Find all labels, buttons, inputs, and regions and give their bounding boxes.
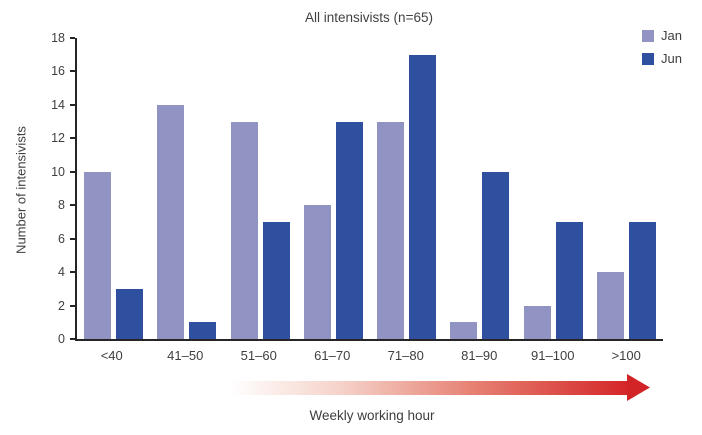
y-axis-label: Number of intensivists <box>13 126 29 254</box>
y-tick-label-8: 8 <box>58 198 65 213</box>
x-tick-label-1: <40 <box>100 348 123 363</box>
y-tick-label-0: 0 <box>58 332 65 346</box>
bar-jun-7 <box>555 221 583 339</box>
x-tick-label-2: 41–50 <box>167 348 204 363</box>
bar-jun-4 <box>335 121 363 339</box>
legend-label: Jan <box>661 28 682 43</box>
bar-jan-6 <box>450 322 478 339</box>
legend-item-jan: Jan <box>642 28 682 43</box>
bar-jan-4 <box>303 205 331 339</box>
bar-group-7 <box>517 38 590 339</box>
bar-group-6 <box>443 38 516 339</box>
bar-jun-1 <box>116 288 144 339</box>
legend-label: Jun <box>661 51 682 66</box>
legend-swatch-icon <box>642 29 655 42</box>
y-tick-2 <box>70 304 75 307</box>
y-tick-label-12: 12 <box>51 131 65 146</box>
x-tick-label-8: >100 <box>611 348 641 363</box>
bar-group-5 <box>370 38 443 339</box>
plot-area: 0 2 4 6 8 10 12 14 16 18 <box>51 31 663 346</box>
x-tick-label-6: 81–90 <box>461 348 498 363</box>
arrow-band <box>230 381 629 395</box>
x-axis-title: Weekly working hour <box>309 408 435 423</box>
y-tick-10 <box>70 170 75 173</box>
y-tick-label-14: 14 <box>51 97 65 112</box>
bar-jan-2 <box>157 104 185 339</box>
gradient-arrow <box>230 374 650 401</box>
x-tick-label-4: 61–70 <box>314 348 351 363</box>
legend-swatch-icon <box>642 52 655 65</box>
legend-item-jun: Jun <box>642 51 682 66</box>
bar-jun-3 <box>262 221 290 339</box>
bar-jan-7 <box>523 305 551 339</box>
arrow-head-icon <box>627 374 650 401</box>
y-tick-12 <box>70 137 75 140</box>
bar-group-4 <box>297 38 370 339</box>
bar-jan-8 <box>596 272 624 339</box>
bar-jun-5 <box>409 54 437 339</box>
chart-title: All intensivists (n=65) <box>305 10 433 25</box>
y-tick-8 <box>70 204 75 207</box>
y-tick-0 <box>70 338 75 340</box>
bar-group-2 <box>150 38 223 339</box>
y-tick-16 <box>70 70 75 73</box>
bar-jun-8 <box>628 221 656 339</box>
y-tick-18 <box>70 37 75 39</box>
y-tick-label-2: 2 <box>58 298 65 313</box>
y-tick-label-16: 16 <box>51 64 65 79</box>
y-tick-4 <box>70 271 75 274</box>
bar-group-1 <box>77 38 150 339</box>
bar-jun-2 <box>189 322 217 339</box>
y-tick-label-6: 6 <box>58 231 65 246</box>
y-tick-6 <box>70 237 75 240</box>
y-tick-label-10: 10 <box>51 164 65 179</box>
y-tick-label-18: 18 <box>51 31 65 45</box>
y-tick-14 <box>70 103 75 106</box>
legend: Jan Jun <box>642 28 682 66</box>
bar-group-8 <box>590 38 663 339</box>
x-tick-label-5: 71–80 <box>387 348 424 363</box>
x-tick-label-3: 51–60 <box>240 348 277 363</box>
bar-jan-3 <box>230 121 258 339</box>
bar-group-3 <box>224 38 297 339</box>
x-tick-label-7: 91–100 <box>531 348 575 363</box>
y-tick-label-4: 4 <box>58 265 65 280</box>
bar-jun-6 <box>482 171 510 339</box>
bar-jan-5 <box>377 121 405 339</box>
bar-jan-1 <box>84 171 112 339</box>
x-axis-labels: <40 41–50 51–60 61–70 71–80 81–90 91–100 >100 <box>75 348 663 363</box>
bars-container <box>77 38 663 339</box>
